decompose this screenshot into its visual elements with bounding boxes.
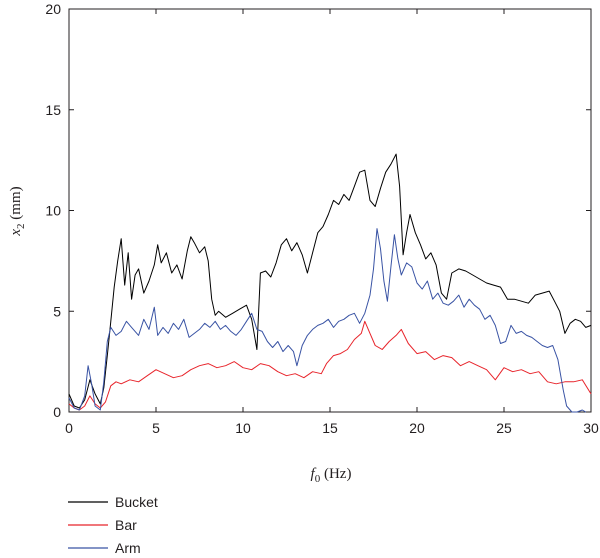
- x-axis-subscript: 0: [315, 473, 321, 485]
- legend: Bucket Bar Arm: [68, 494, 158, 556]
- x-tick-label: 30: [583, 420, 599, 436]
- x-axis-title: f0 (Hz): [311, 466, 352, 485]
- series-line-arm: [68, 228, 591, 413]
- legend-label-arm: Arm: [115, 540, 141, 556]
- x-axis-unit: (Hz): [320, 466, 351, 482]
- x-axis-ticks: 0 5 10 15 20 25 30: [65, 9, 599, 436]
- series-line-bar: [68, 320, 592, 411]
- y-tick-label: 0: [53, 404, 61, 420]
- y-axis-ticks: 0 5 10 15 20: [45, 1, 591, 420]
- y-tick-label: 20: [45, 1, 61, 17]
- y-axis-symbol: x: [8, 229, 24, 237]
- x-tick-label: 10: [235, 420, 251, 436]
- x-axis-symbol: f: [311, 466, 317, 482]
- x-tick-label: 20: [409, 420, 425, 436]
- y-axis-title: x2 (mm): [8, 186, 27, 236]
- series-layer: [68, 153, 592, 413]
- y-tick-label: 5: [53, 303, 61, 319]
- x-tick-label: 0: [65, 420, 73, 436]
- legend-label-bucket: Bucket: [115, 494, 158, 510]
- y-tick-label: 10: [45, 203, 61, 219]
- series-line-bucket: [68, 153, 592, 409]
- y-axis-subscript: 2: [15, 223, 27, 229]
- x-tick-label: 15: [322, 420, 338, 436]
- legend-label-bar: Bar: [115, 517, 137, 533]
- y-tick-label: 15: [45, 102, 61, 118]
- x-tick-label: 5: [152, 420, 160, 436]
- y-axis-unit: (mm): [8, 186, 24, 223]
- x-tick-label: 25: [496, 420, 512, 436]
